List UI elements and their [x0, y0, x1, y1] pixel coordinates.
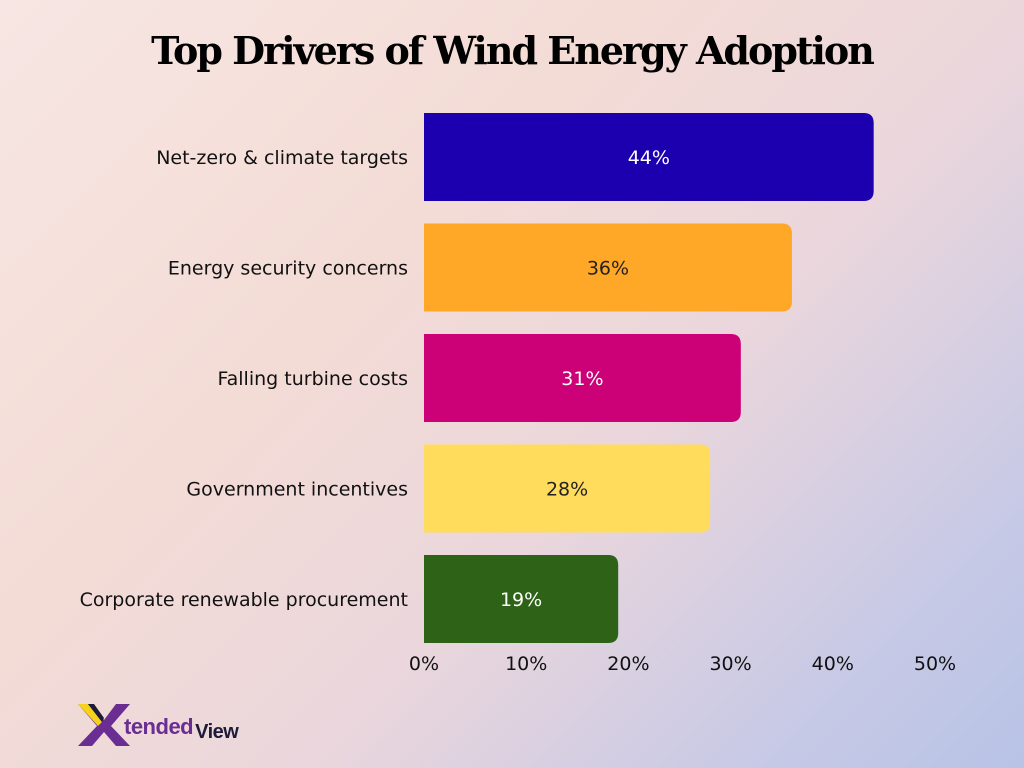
- x-tick-label: 30%: [709, 653, 751, 675]
- x-tick-label: 0%: [409, 653, 439, 675]
- logo-word-part1: tended: [124, 714, 194, 739]
- chart-title: Top Drivers of Wind Energy Adoption: [151, 28, 875, 73]
- value-label: 31%: [561, 368, 603, 390]
- logo-x-icon: [78, 704, 130, 746]
- x-tick-label: 10%: [505, 653, 547, 675]
- category-label: Government incentives: [186, 479, 408, 501]
- category-label: Corporate renewable procurement: [80, 589, 408, 611]
- logo-wordmark: tended View: [124, 714, 239, 743]
- category-label: Energy security concerns: [168, 258, 408, 280]
- bar: [424, 555, 619, 643]
- x-axis-ticks-group: 0% 10% 20% 30% 40% 50%: [409, 653, 956, 675]
- brand-logo: tended View: [76, 700, 276, 748]
- value-labels-group: 44% 36% 31% 28% 19%: [500, 147, 670, 611]
- bar: [424, 334, 741, 422]
- x-tick-label: 40%: [812, 653, 854, 675]
- bar: [424, 444, 711, 533]
- bar: [424, 223, 792, 312]
- category-label: Falling turbine costs: [217, 368, 408, 390]
- x-tick-label: 50%: [914, 653, 956, 675]
- bars-group: [424, 113, 874, 643]
- logo-word-part2: View: [195, 721, 239, 743]
- value-label: 28%: [546, 479, 588, 501]
- category-labels-group: Net-zero & climate targets Energy securit…: [80, 147, 408, 611]
- bar-chart: Net-zero & climate targets Energy securit…: [80, 113, 956, 675]
- x-tick-label: 20%: [607, 653, 649, 675]
- value-label: 36%: [587, 258, 629, 280]
- category-label: Net-zero & climate targets: [156, 147, 408, 169]
- value-label: 19%: [500, 589, 542, 611]
- bar: [424, 113, 874, 201]
- value-label: 44%: [628, 147, 670, 169]
